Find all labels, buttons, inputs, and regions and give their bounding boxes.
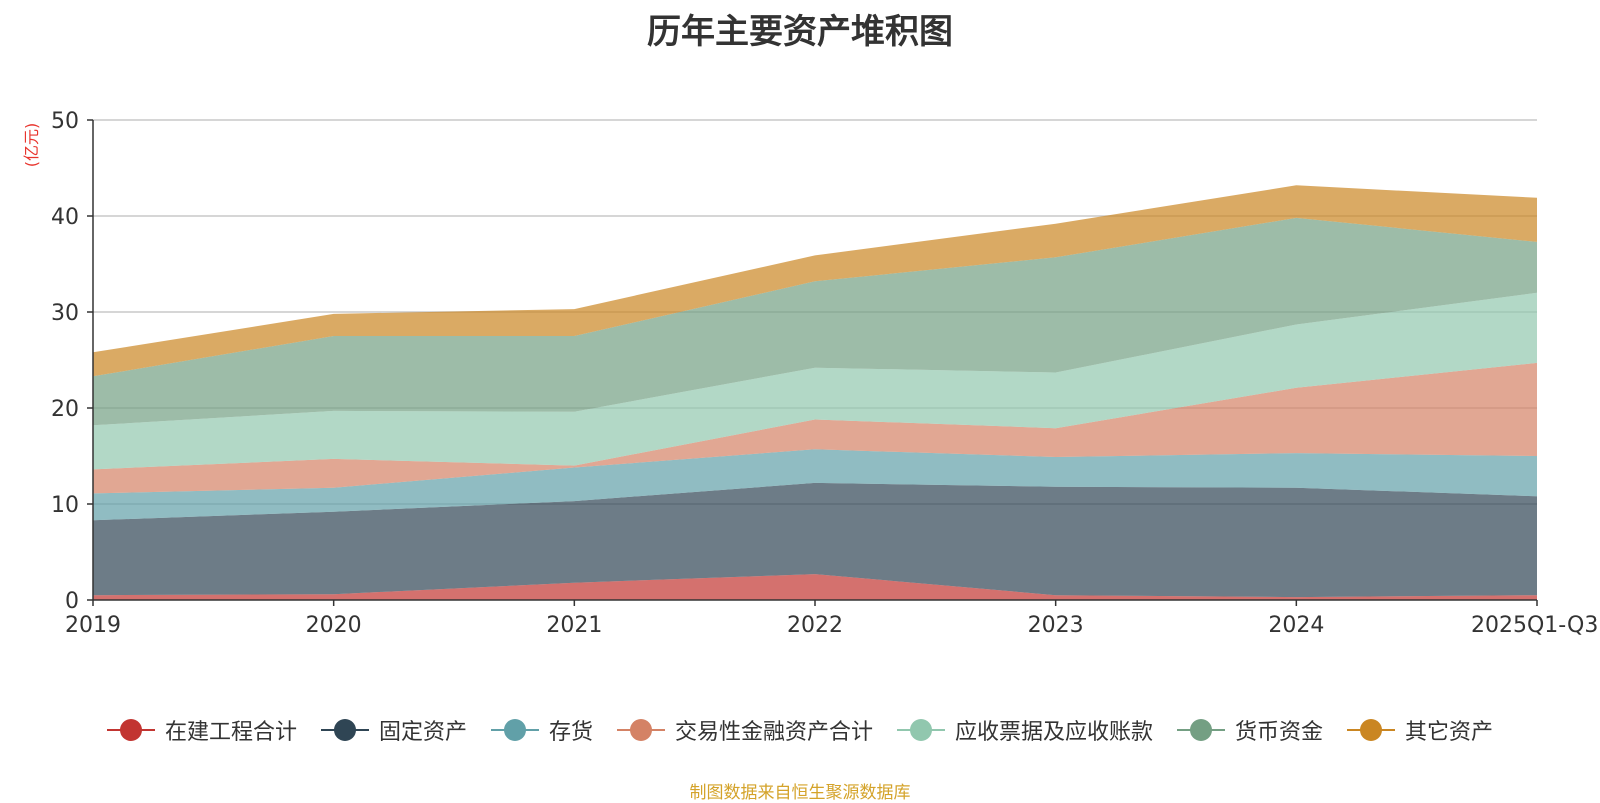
legend-label: 交易性金融资产合计 (674, 720, 873, 745)
legend-item-0[interactable]: 在建工程合计 (106, 714, 297, 746)
legend-item-3[interactable]: 交易性金融资产合计 (616, 714, 873, 746)
legend-label: 其它资产 (1405, 720, 1494, 745)
legend-label: 在建工程合计 (164, 720, 297, 745)
stacked-area-chart: 0 10 20 30 40 50 2019 2020 2021 2022 2023 2024 2025Q… (22, 109, 1598, 638)
legend: 在建工程合计 固定资产 存货 交易性金融资产合计 应收票据及应收账款 货币资金 其它资产 (0, 714, 1600, 746)
data-source-note: 制图数据来自恒生聚源数据库 (689, 783, 911, 803)
legend-item-4[interactable]: 应收票据及应收账款 (897, 714, 1153, 746)
x-tick-label-5: 2024 (1268, 613, 1324, 638)
legend-marker-icon (320, 718, 369, 742)
x-tick-label-6: 2025Q1-Q3 (1471, 613, 1598, 638)
x-tick-label-1: 2020 (306, 613, 362, 638)
legend-item-2[interactable]: 存货 (490, 714, 593, 746)
area-series-6[interactable] (93, 185, 1537, 377)
legend-label: 固定资产 (378, 720, 467, 745)
area-series-0[interactable] (93, 574, 1537, 600)
x-tick-label-3: 2022 (787, 613, 843, 638)
legend-item-6[interactable]: 其它资产 (1347, 714, 1493, 746)
legend-marker-icon (1177, 718, 1226, 742)
area-series-5[interactable] (93, 217, 1537, 426)
x-tick-label-0: 2019 (65, 613, 121, 638)
legend-marker-icon (106, 718, 155, 742)
area-series-4[interactable] (93, 292, 1537, 470)
legend-item-5[interactable]: 货币资金 (1177, 714, 1323, 746)
legend-label: 应收票据及应收账款 (955, 720, 1154, 745)
y-tick-label-0: 0 (65, 589, 79, 614)
y-tick-label-2: 20 (51, 397, 79, 422)
legend-marker-icon (490, 718, 539, 742)
area-series-1[interactable] (93, 482, 1537, 598)
y-tick-label-4: 40 (51, 205, 79, 230)
x-tick-label-2: 2021 (546, 613, 602, 638)
area-series-2[interactable] (93, 449, 1537, 521)
legend-label: 存货 (548, 720, 593, 745)
chart-title: 历年主要资产堆积图 (647, 12, 953, 52)
legend-marker-icon (897, 718, 945, 742)
y-tick-label-5: 50 (51, 109, 79, 134)
axes: 0 10 20 30 40 50 2019 2020 2021 2022 2023 2024 2025Q… (51, 109, 1598, 638)
area-series (93, 185, 1537, 600)
legend-item-1[interactable]: 固定资产 (320, 714, 467, 746)
y-tick-label-1: 10 (51, 493, 79, 518)
legend-marker-icon (1347, 718, 1396, 742)
legend-label: 货币资金 (1235, 720, 1324, 745)
area-series-3[interactable] (93, 362, 1537, 494)
y-axis-label: (亿元) (22, 123, 41, 168)
legend-marker-icon (616, 718, 665, 742)
x-tick-label-4: 2023 (1028, 613, 1084, 638)
y-tick-label-3: 30 (51, 301, 79, 326)
